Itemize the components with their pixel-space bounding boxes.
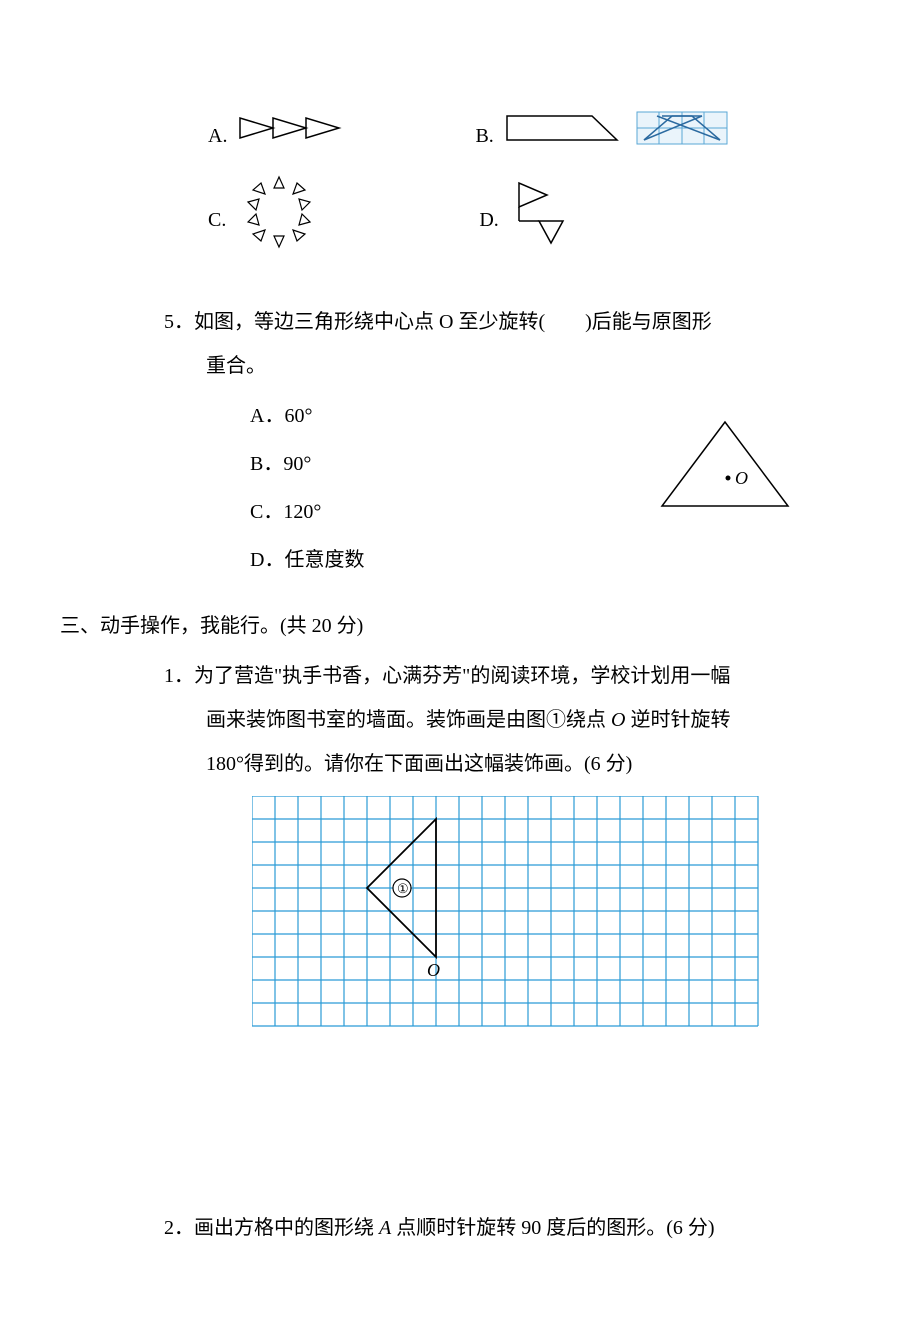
option-b-label: B.	[475, 114, 493, 158]
q5-options: A．60° B．90° C．120° D．任意度数 O	[164, 394, 860, 582]
q31-circle-label: ①	[397, 881, 409, 896]
q5-number: 5．	[164, 311, 194, 333]
option-b-figure	[502, 110, 732, 162]
q5-line1: 如图，等边三角形绕中心点 O 至少旋转( )后能与原图形	[194, 311, 712, 333]
q4-option-b[interactable]: B.	[475, 110, 731, 162]
option-d-figure	[507, 179, 577, 261]
q5-option-d[interactable]: D．任意度数	[250, 538, 860, 582]
q31-number: 1．	[164, 665, 194, 687]
section-3-title: 三、动手操作，我能行。(共 20 分)	[60, 604, 860, 648]
q31-text1: 为了营造"执手书香，心满芬芳"的阅读环境，学校计划用一幅	[194, 665, 730, 687]
q31-grid: ① O	[164, 796, 860, 1046]
q5-line2: 重合。	[164, 344, 860, 388]
q31-text2-after: 逆时针旋转	[625, 709, 730, 731]
q32-var-a: A	[379, 1217, 391, 1239]
q31-text2: 画来装饰图书室的墙面。装饰画是由图①绕点	[206, 709, 611, 731]
q31-text3: 180°得到的。请你在下面画出这幅装饰画。(6 分)	[164, 742, 860, 786]
q4-option-a[interactable]: A.	[208, 110, 355, 162]
option-c-figure	[234, 174, 324, 266]
q32-number: 2．	[164, 1217, 194, 1239]
q4-option-c[interactable]: C.	[208, 174, 324, 266]
q32-text-before: 画出方格中的图形绕	[194, 1217, 379, 1239]
option-c-label: C.	[208, 198, 226, 242]
q5-triangle-figure: O	[650, 414, 800, 530]
q4-options-row2: C. D.	[120, 174, 860, 266]
q4-options-row1: A. B.	[120, 110, 860, 162]
q4-option-d[interactable]: D.	[479, 174, 576, 266]
q5-o-label: O	[735, 468, 748, 488]
option-d-label: D.	[479, 198, 498, 242]
q32-text-after: 点顺时针旋转 90 度后的图形。(6 分)	[391, 1217, 714, 1239]
q31-var-o: O	[611, 709, 625, 731]
option-a-label: A.	[208, 114, 227, 158]
question-5: 5．如图，等边三角形绕中心点 O 至少旋转( )后能与原图形 重合。 A．60°…	[120, 300, 860, 582]
question-3-1: 1．为了营造"执手书香，心满芬芳"的阅读环境，学校计划用一幅 画来装饰图书室的墙…	[120, 654, 860, 1046]
option-a-figure	[235, 112, 355, 160]
q31-o-label: O	[427, 960, 440, 980]
question-3-2: 2．画出方格中的图形绕 A 点顺时针旋转 90 度后的图形。(6 分)	[120, 1206, 860, 1250]
